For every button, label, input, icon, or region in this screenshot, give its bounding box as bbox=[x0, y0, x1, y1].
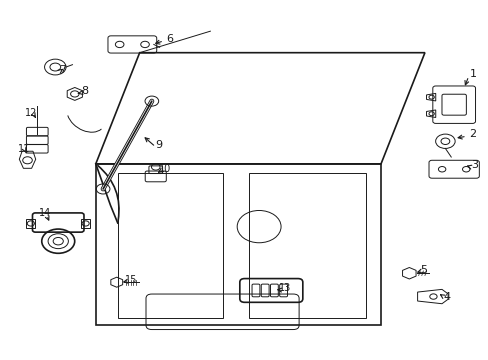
Text: 2: 2 bbox=[468, 130, 475, 139]
Text: 8: 8 bbox=[81, 86, 88, 96]
Text: 1: 1 bbox=[469, 69, 476, 79]
Text: 10: 10 bbox=[159, 163, 171, 174]
Text: 3: 3 bbox=[470, 160, 477, 170]
Text: 13: 13 bbox=[279, 283, 291, 293]
Text: 11: 11 bbox=[18, 144, 30, 154]
Text: 9: 9 bbox=[155, 140, 163, 150]
Text: 6: 6 bbox=[165, 34, 173, 44]
Text: 4: 4 bbox=[443, 292, 450, 302]
Text: 12: 12 bbox=[25, 108, 38, 118]
Text: 15: 15 bbox=[124, 275, 137, 285]
Text: 7: 7 bbox=[60, 65, 66, 75]
Text: 14: 14 bbox=[39, 208, 51, 218]
Text: 5: 5 bbox=[419, 265, 426, 275]
